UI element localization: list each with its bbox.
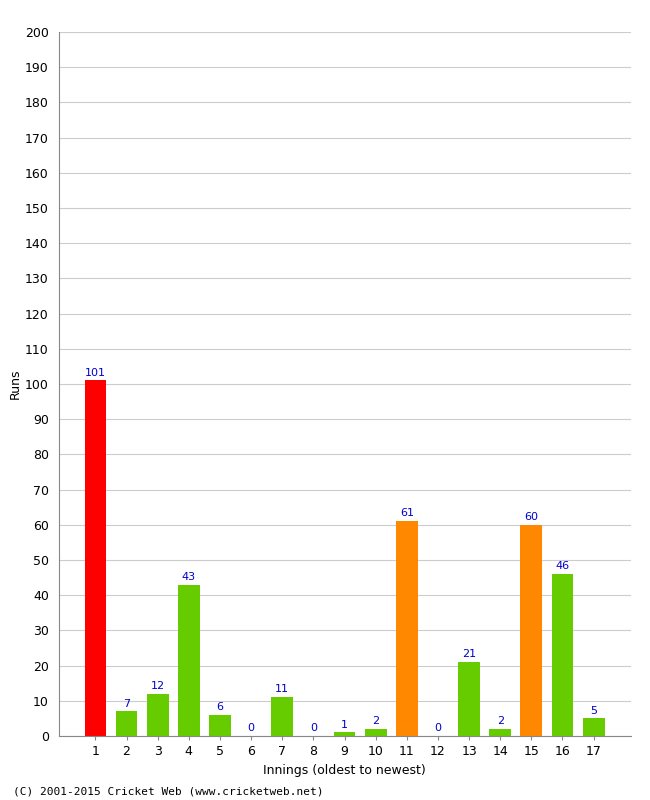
X-axis label: Innings (oldest to newest): Innings (oldest to newest) xyxy=(263,763,426,777)
Text: 0: 0 xyxy=(434,723,441,733)
Bar xyxy=(178,585,200,736)
Text: 2: 2 xyxy=(372,716,379,726)
Text: 0: 0 xyxy=(248,723,255,733)
Text: 43: 43 xyxy=(182,572,196,582)
Bar xyxy=(582,718,604,736)
Text: 46: 46 xyxy=(555,562,569,571)
Bar xyxy=(271,698,293,736)
Text: 11: 11 xyxy=(275,685,289,694)
Y-axis label: Runs: Runs xyxy=(9,369,22,399)
Bar xyxy=(458,662,480,736)
Text: 61: 61 xyxy=(400,509,414,518)
Bar xyxy=(333,733,356,736)
Bar xyxy=(521,525,542,736)
Text: (C) 2001-2015 Cricket Web (www.cricketweb.net): (C) 2001-2015 Cricket Web (www.cricketwe… xyxy=(13,786,324,796)
Text: 21: 21 xyxy=(462,650,476,659)
Text: 1: 1 xyxy=(341,720,348,730)
Bar xyxy=(552,574,573,736)
Bar xyxy=(147,694,168,736)
Bar xyxy=(396,522,418,736)
Bar xyxy=(84,381,107,736)
Text: 2: 2 xyxy=(497,716,504,726)
Text: 60: 60 xyxy=(525,512,538,522)
Text: 101: 101 xyxy=(85,368,106,378)
Bar xyxy=(489,729,511,736)
Text: 5: 5 xyxy=(590,706,597,715)
Text: 6: 6 xyxy=(216,702,224,712)
Bar xyxy=(209,715,231,736)
Bar xyxy=(116,711,137,736)
Text: 12: 12 xyxy=(151,681,164,691)
Text: 7: 7 xyxy=(123,698,130,709)
Text: 0: 0 xyxy=(310,723,317,733)
Bar xyxy=(365,729,387,736)
